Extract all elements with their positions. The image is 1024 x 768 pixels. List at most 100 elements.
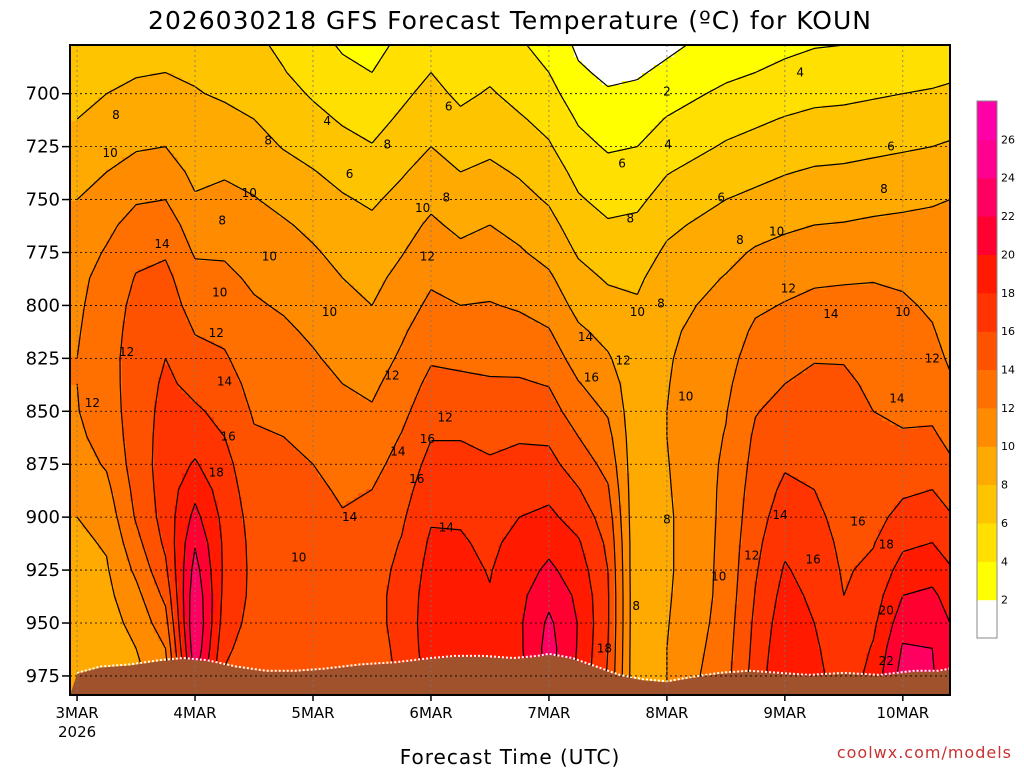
temperature-cell xyxy=(222,601,247,606)
temperature-cell xyxy=(738,565,759,570)
temperature-cell xyxy=(190,397,247,402)
temperature-cell xyxy=(214,341,311,346)
temperature-cell xyxy=(542,565,555,570)
colorbar-label: 2 xyxy=(1001,594,1008,607)
temperature-cell xyxy=(614,625,623,630)
temperature-cell xyxy=(602,469,619,474)
temperature-cell xyxy=(738,577,759,582)
temperature-cell xyxy=(202,653,211,658)
temperature-cell xyxy=(558,89,711,94)
temperature-cell xyxy=(158,521,175,526)
temperature-cell xyxy=(218,505,243,510)
temperature-cell xyxy=(234,365,331,370)
temperature-cell xyxy=(738,257,950,262)
y-tick-label: 700 xyxy=(26,84,60,105)
temperature-cell xyxy=(346,385,379,390)
temperature-cell xyxy=(398,545,427,550)
temperature-cell xyxy=(286,437,399,442)
temperature-cell xyxy=(630,501,675,506)
temperature-cell xyxy=(694,217,863,222)
temperature-cell xyxy=(610,641,615,646)
temperature-cell xyxy=(70,193,83,198)
temperature-cell xyxy=(382,285,559,290)
temperature-cell xyxy=(222,621,243,626)
temperature-cell xyxy=(698,301,783,306)
temperature-cell xyxy=(674,505,719,510)
colorbar-swatch xyxy=(977,331,997,370)
temperature-cell xyxy=(182,165,311,170)
temperature-cell xyxy=(126,309,187,314)
temperature-cell xyxy=(814,165,950,170)
contour-label: 14 xyxy=(823,307,838,321)
temperature-cell xyxy=(678,337,747,342)
temperature-cell xyxy=(810,605,883,610)
temperature-cell xyxy=(626,437,667,442)
contour-label: 4 xyxy=(323,114,331,128)
temperature-cell xyxy=(254,193,347,198)
temperature-cell xyxy=(542,649,559,654)
temperature-cell xyxy=(206,473,235,478)
isotherm-12 xyxy=(76,199,950,695)
temperature-cell xyxy=(470,233,503,238)
temperature-cell xyxy=(450,229,479,234)
temperature-cell xyxy=(150,569,167,574)
temperature-cell xyxy=(70,261,99,266)
temperature-cell xyxy=(70,189,87,194)
temperature-cell xyxy=(338,497,355,502)
temperature-cell xyxy=(210,633,219,638)
temperature-cell xyxy=(662,245,755,250)
temperature-cell xyxy=(610,425,627,430)
temperature-cell xyxy=(70,445,91,450)
temperature-cell xyxy=(878,413,950,418)
temperature-cell xyxy=(478,229,499,234)
temperature-cell xyxy=(154,441,227,446)
temperature-cell xyxy=(70,489,111,494)
temperature-cell xyxy=(558,85,719,90)
temperature-cell xyxy=(530,585,567,590)
temperature-cell xyxy=(730,669,751,674)
temperature-cell xyxy=(70,573,111,578)
temperature-cell xyxy=(242,381,343,386)
temperature-cell xyxy=(170,369,235,374)
temperature-cell xyxy=(218,653,231,658)
temperature-cell xyxy=(398,257,535,262)
credit-link[interactable]: coolwx.com/models xyxy=(837,743,1012,762)
temperature-cell xyxy=(122,433,155,438)
temperature-cell xyxy=(610,617,615,622)
temperature-cell xyxy=(682,165,815,170)
temperature-cell xyxy=(174,561,183,566)
temperature-cell xyxy=(178,601,183,606)
temperature-cell xyxy=(778,389,863,394)
temperature-cell xyxy=(190,645,203,650)
temperature-cell xyxy=(674,553,715,558)
temperature-cell xyxy=(890,637,950,642)
temperature-cell xyxy=(622,513,631,518)
temperature-cell xyxy=(418,85,443,90)
temperature-cell xyxy=(174,277,243,282)
temperature-cell xyxy=(290,153,423,158)
temperature-cell xyxy=(706,293,799,298)
temperature-cell xyxy=(414,397,555,402)
temperature-cell xyxy=(366,137,375,142)
temperature-cell xyxy=(182,653,187,658)
temperature-cell xyxy=(898,605,943,610)
temperature-cell xyxy=(214,593,223,598)
temperature-cell xyxy=(774,621,815,626)
temperature-cell xyxy=(422,457,559,462)
temperature-cell xyxy=(194,557,199,562)
temperature-cell xyxy=(246,393,359,398)
temperature-cell xyxy=(202,633,211,638)
temperature-cell xyxy=(762,313,927,318)
temperature-cell xyxy=(70,413,83,418)
temperature-cell xyxy=(338,45,391,50)
temperature-cell xyxy=(366,297,375,302)
temperature-cell xyxy=(238,489,331,494)
temperature-cell xyxy=(810,613,879,618)
temperature-cell xyxy=(610,505,623,510)
temperature-cell xyxy=(702,661,731,666)
temperature-cell xyxy=(154,433,223,438)
temperature-cell xyxy=(734,645,751,650)
temperature-cell xyxy=(246,553,395,558)
temperature-cell xyxy=(750,129,950,134)
temperature-cell xyxy=(706,649,735,654)
